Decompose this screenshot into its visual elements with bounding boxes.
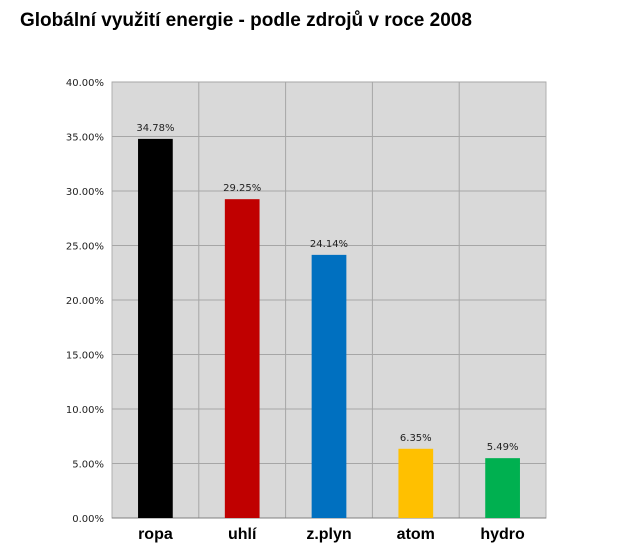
data-label: 34.78% xyxy=(136,123,174,134)
y-tick-label: 20.00% xyxy=(66,296,104,307)
bar-z-plyn xyxy=(311,254,347,518)
y-tick-label: 40.00% xyxy=(66,78,104,89)
bar-hydro xyxy=(485,458,520,518)
bar-atom xyxy=(398,448,434,518)
x-tick-label: z.plyn xyxy=(306,526,351,543)
y-tick-label: 15.00% xyxy=(66,351,104,362)
x-axis: ropa uhlí z.plyn atom hydro xyxy=(138,526,525,543)
y-axis: 0.00% 5.00% 10.00% 15.00% 20.00% 25.00% 30.00%… xyxy=(66,78,104,525)
x-tick-label: hydro xyxy=(480,526,525,543)
y-tick-label: 35.00% xyxy=(66,133,104,144)
data-label: 5.49% xyxy=(487,442,519,453)
bar-ropa xyxy=(138,138,173,518)
x-tick-label: atom xyxy=(397,526,435,543)
y-tick-label: 10.00% xyxy=(66,405,104,416)
bars xyxy=(138,138,520,519)
x-tick-label: ropa xyxy=(138,526,173,543)
y-tick-label: 30.00% xyxy=(66,187,104,198)
data-label: 29.25% xyxy=(223,183,261,194)
bar-uhl- xyxy=(224,199,260,519)
data-labels: 34.78% 29.25% 24.14% 6.35% 5.49% xyxy=(136,123,518,453)
data-label: 6.35% xyxy=(400,433,432,444)
y-tick-label: 25.00% xyxy=(66,242,104,253)
gridlines xyxy=(112,81,546,519)
x-tick-label: uhlí xyxy=(228,526,257,543)
y-tick-label: 0.00% xyxy=(72,514,104,525)
y-tick-label: 5.00% xyxy=(72,460,104,471)
data-label: 24.14% xyxy=(310,239,348,250)
chart-title: Globální využití energie - podle zdrojů … xyxy=(20,10,472,31)
